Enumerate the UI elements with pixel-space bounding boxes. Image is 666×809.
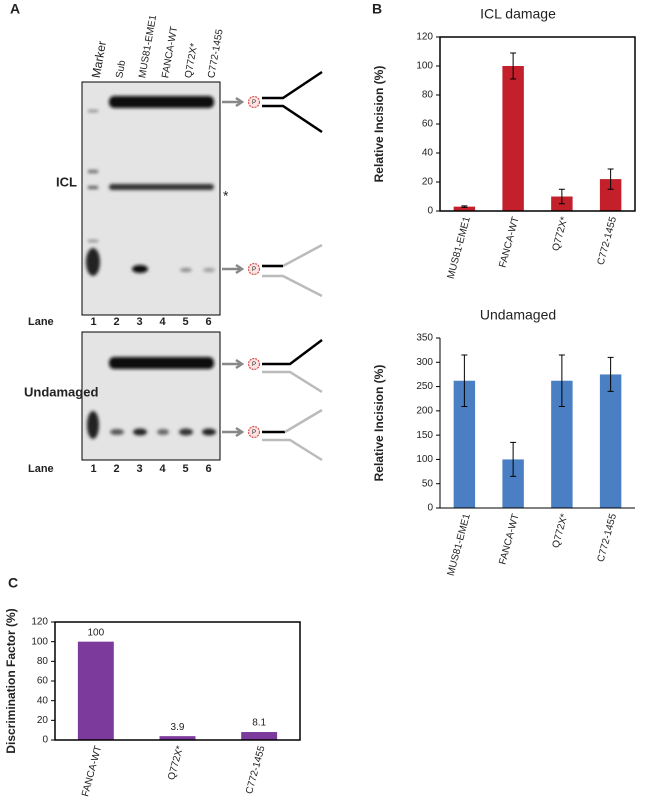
lane-number: 6 <box>205 463 211 475</box>
y-tick-label: 0 <box>427 206 433 217</box>
error-bar <box>607 356 614 392</box>
data-label: 3.9 <box>171 722 185 733</box>
y-tick-label: 50 <box>422 478 434 489</box>
lane-number: 2 <box>113 463 119 475</box>
bar <box>159 736 196 740</box>
substrate-diagrams <box>222 70 323 462</box>
gel-top <box>81 81 221 316</box>
error-bar <box>607 168 614 190</box>
lane-number: 3 <box>136 463 142 475</box>
gel-label: Undamaged <box>24 384 98 399</box>
gel-bottom <box>81 331 221 461</box>
y-tick-label: 250 <box>416 381 433 392</box>
bar <box>502 66 524 211</box>
x-tick-label: C772-1455 <box>596 512 620 563</box>
axes <box>439 338 635 509</box>
y-tick-label: 40 <box>422 148 434 159</box>
error-bar <box>558 188 565 205</box>
y-tick-label: 100 <box>31 636 48 647</box>
y-axis-label: Relative Incision (%) <box>372 66 386 183</box>
y-tick-label: 100 <box>416 454 433 465</box>
panel-label: B <box>372 1 382 17</box>
lane-number: 3 <box>136 316 142 328</box>
data-label: 100 <box>87 627 104 638</box>
lane-number: 2 <box>113 316 119 328</box>
lane-number: 5 <box>182 463 188 475</box>
lane-label: Lane <box>28 463 54 475</box>
y-axis-label: Relative Incision (%) <box>372 365 386 482</box>
y-tick-label: 150 <box>416 430 433 441</box>
y-tick-label: 20 <box>422 177 434 188</box>
lane-header: Sub <box>114 59 128 79</box>
chart-title: ICL damage <box>480 6 556 22</box>
y-tick-label: 120 <box>416 32 433 43</box>
error-bar <box>461 205 468 208</box>
y-tick-label: 0 <box>427 503 433 514</box>
x-tick-label: MUS81-EME1 <box>446 215 473 280</box>
error-bar <box>510 441 517 477</box>
x-tick-label: C772-1455 <box>244 744 268 795</box>
panel-label: C <box>8 575 18 591</box>
bar <box>502 459 524 508</box>
y-tick-label: 40 <box>37 695 49 706</box>
x-tick-label: C772-1455 <box>596 215 620 266</box>
y-tick-label: 100 <box>416 61 433 72</box>
plot-frame <box>439 36 636 212</box>
bar <box>241 732 278 740</box>
chart-title: Undamaged <box>480 307 556 323</box>
y-tick-label: 350 <box>416 333 433 344</box>
y-tick-label: 20 <box>37 715 49 726</box>
bar <box>599 179 622 211</box>
x-tick-label: FANCA-WT <box>497 216 521 269</box>
lane-number: 4 <box>159 463 166 475</box>
panel-label: A <box>10 1 20 17</box>
lane-header: FANCA-WT <box>160 26 180 79</box>
y-tick-label: 200 <box>416 405 433 416</box>
y-tick-label: 120 <box>31 617 48 628</box>
bar <box>551 380 573 508</box>
lane-label: Lane <box>28 316 54 328</box>
x-tick-label: MUS81-EME1 <box>446 512 473 577</box>
x-tick-label: FANCA-WT <box>80 745 104 798</box>
lane-number: 1 <box>90 463 96 475</box>
lane-number: 4 <box>159 316 166 328</box>
gel-bands <box>86 96 216 439</box>
error-bar <box>461 354 468 407</box>
bar <box>599 374 622 508</box>
lane-header: Marker <box>89 40 109 79</box>
bar <box>453 206 476 211</box>
bar <box>453 380 476 508</box>
lane-header: C772-1455 <box>206 28 226 79</box>
y-tick-label: 80 <box>37 656 49 667</box>
gel-label: ICL <box>56 174 77 189</box>
x-tick-label: Q772X* <box>551 216 571 253</box>
x-tick-label: Q772X* <box>551 513 571 550</box>
lane-number: 5 <box>182 316 188 328</box>
lane-number: 6 <box>205 316 211 328</box>
lane-header: MUS81-EME1 <box>137 14 159 79</box>
lane-number: 1 <box>90 316 96 328</box>
y-tick-label: 60 <box>422 119 434 130</box>
x-tick-label: FANCA-WT <box>497 513 521 566</box>
asterisk: * <box>223 188 229 204</box>
y-axis-label: Discrimination Factor (%) <box>4 608 18 753</box>
plot-frame <box>54 621 301 741</box>
y-tick-label: 300 <box>416 357 433 368</box>
y-tick-label: 60 <box>37 676 49 687</box>
lane-header: Q772X* <box>183 42 200 79</box>
bar <box>77 641 114 740</box>
y-tick-label: 80 <box>422 90 434 101</box>
y-tick-label: 0 <box>42 735 48 746</box>
data-label: 8.1 <box>252 718 266 729</box>
error-bar <box>558 354 565 407</box>
x-tick-label: Q772X* <box>166 745 186 782</box>
error-bar <box>510 52 517 80</box>
